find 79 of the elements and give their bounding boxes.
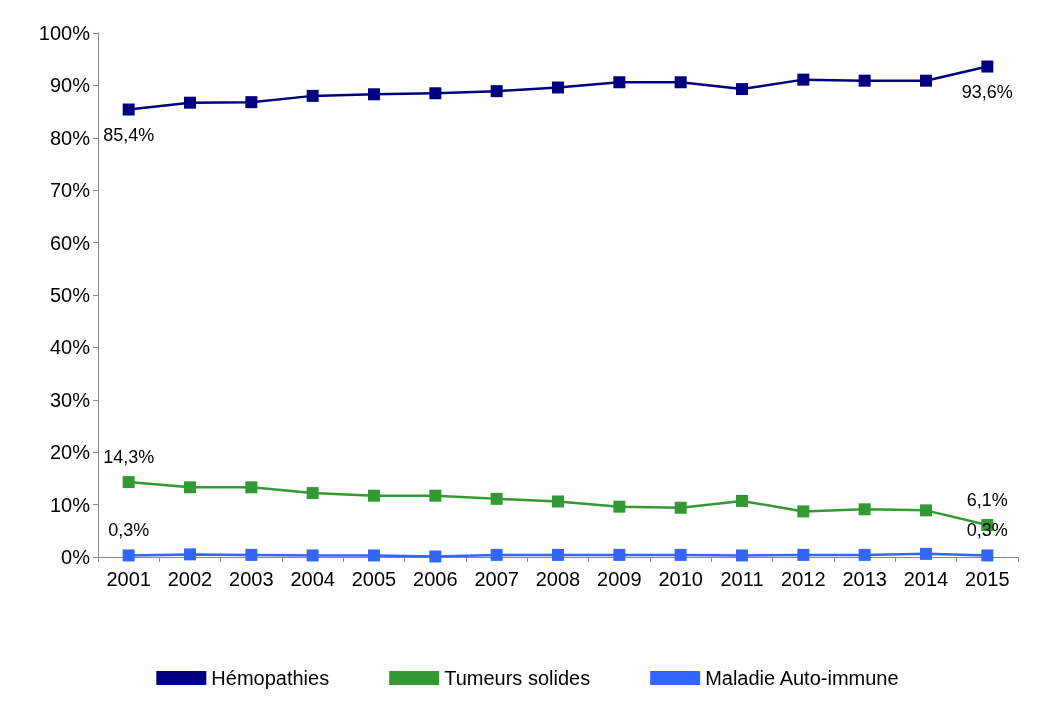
- point: [122, 549, 135, 562]
- point: [552, 495, 564, 508]
- y-tick-label: 0%: [61, 546, 91, 568]
- y-tick-label: 80%: [49, 126, 91, 149]
- point: [552, 81, 564, 94]
- point: [184, 96, 196, 109]
- x-tick-label: 2014: [903, 568, 949, 590]
- x-tick-label: 2007: [474, 568, 519, 590]
- point: [797, 505, 810, 518]
- x-tick-label: 2011: [720, 568, 764, 590]
- point: [674, 76, 687, 89]
- point: [797, 548, 810, 561]
- point: [184, 548, 196, 561]
- point: [613, 76, 626, 89]
- point: [858, 503, 871, 516]
- point: [122, 476, 135, 489]
- x-tick-label: 2012: [781, 568, 826, 590]
- point: [858, 548, 871, 561]
- legend-label: Tumeurs solides: [444, 667, 591, 689]
- point: [368, 549, 380, 562]
- legend-label: Maladie Auto-immune: [705, 667, 899, 689]
- point: [981, 60, 994, 73]
- point: [122, 103, 135, 116]
- x-tick-label: 2006: [413, 568, 458, 590]
- y-tick-label: 50%: [49, 284, 91, 306]
- y-tick-label: 30%: [49, 388, 91, 411]
- x-tick-label: 2015: [965, 568, 1010, 590]
- point: [368, 88, 380, 101]
- x-tick-label: 2009: [597, 568, 642, 590]
- point: [306, 549, 319, 562]
- x-tick-label: 2013: [842, 568, 887, 590]
- data-label: 0,3%: [966, 520, 1008, 541]
- point: [245, 96, 258, 109]
- y-tick-label: 60%: [49, 231, 91, 254]
- point: [920, 547, 932, 560]
- y-tick-label: 100%: [38, 22, 91, 44]
- data-label: 0,3%: [108, 520, 150, 541]
- point: [490, 548, 503, 561]
- point: [920, 504, 932, 517]
- legend-label: Hémopathies: [211, 667, 330, 689]
- x-tick-label: 2002: [167, 568, 213, 590]
- point: [306, 487, 319, 500]
- x-tick-label: 2004: [290, 568, 335, 590]
- point: [858, 74, 871, 87]
- point: [306, 89, 319, 102]
- point: [429, 550, 442, 563]
- point: [429, 489, 442, 502]
- point: [736, 83, 748, 96]
- point: [613, 548, 626, 561]
- y-tick-label: 90%: [49, 74, 91, 97]
- data-label: 14,3%: [103, 447, 155, 468]
- y-tick-label: 40%: [49, 336, 91, 359]
- point: [245, 481, 258, 494]
- x-tick-label: 2005: [351, 568, 397, 590]
- point: [490, 492, 503, 505]
- data-label: 85,4%: [103, 124, 155, 145]
- point: [674, 548, 687, 561]
- x-tick-label: 2003: [229, 568, 274, 590]
- y-tick-label: 20%: [49, 441, 91, 464]
- point: [797, 73, 810, 86]
- point: [613, 500, 626, 513]
- point: [368, 489, 380, 502]
- x-tick-label: 2001: [106, 568, 151, 590]
- point: [429, 87, 442, 100]
- data-label: 93,6%: [961, 81, 1013, 102]
- point: [920, 74, 932, 87]
- x-tick-label: 2008: [535, 568, 581, 590]
- point: [674, 501, 687, 514]
- point: [736, 494, 748, 507]
- point: [184, 481, 196, 494]
- point: [736, 549, 748, 562]
- point: [981, 549, 994, 562]
- y-tick-label: 10%: [49, 493, 91, 516]
- data-label: 6,1%: [966, 490, 1008, 511]
- point: [490, 85, 503, 98]
- point: [245, 548, 258, 561]
- x-tick-label: 2010: [658, 568, 703, 590]
- point: [552, 548, 564, 561]
- y-tick-label: 70%: [49, 179, 91, 202]
